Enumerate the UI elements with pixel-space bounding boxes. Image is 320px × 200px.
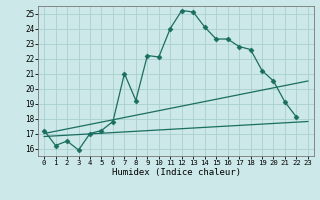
X-axis label: Humidex (Indice chaleur): Humidex (Indice chaleur) (111, 168, 241, 177)
